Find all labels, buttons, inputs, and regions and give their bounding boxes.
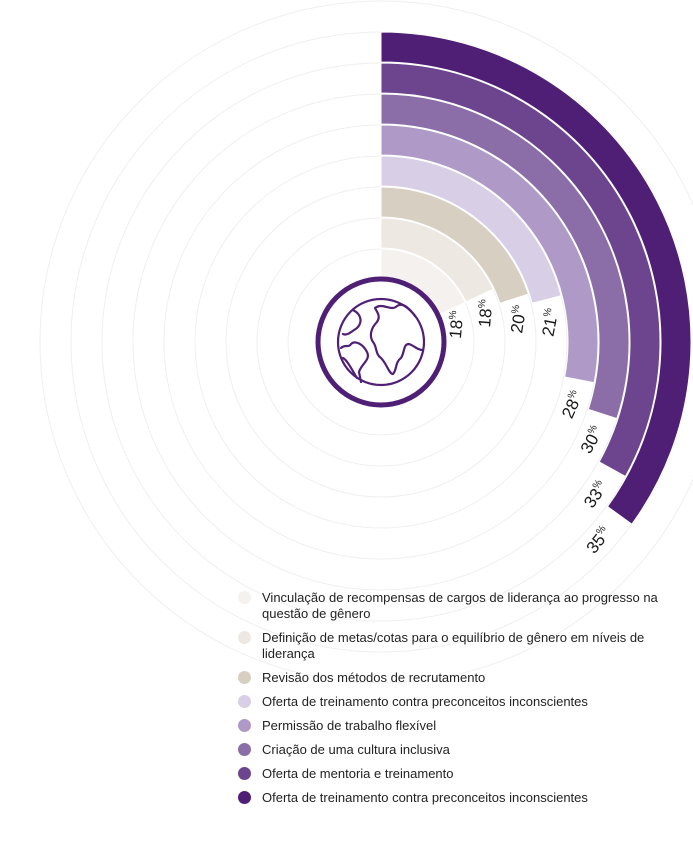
legend-swatch: [238, 743, 251, 756]
legend-item: Oferta de treinamento contra preconceito…: [238, 694, 678, 710]
globe-icon: [315, 276, 447, 408]
value-label: 28%: [558, 388, 588, 422]
legend-item: Vinculação de recompensas de cargos de l…: [238, 590, 678, 622]
legend-swatch: [238, 791, 251, 804]
legend-label: Oferta de treinamento contra preconceito…: [262, 694, 588, 709]
legend-label: Definição de metas/cotas para o equilíbr…: [262, 630, 645, 661]
legend-swatch: [238, 671, 251, 684]
bar-6: [380, 93, 630, 420]
legend-label: Oferta de mentoria e treinamento: [262, 766, 454, 781]
legend-item: Revisão dos métodos de recrutamento: [238, 670, 678, 686]
bar-2: [380, 217, 494, 303]
legend-swatch: [238, 631, 251, 644]
legend-label: Revisão dos métodos de recrutamento: [262, 670, 486, 685]
bar-7: [380, 62, 661, 478]
legend-item: Permissão de trabalho flexível: [238, 718, 678, 734]
grid-circle: [39, 0, 693, 684]
bar-8: [380, 31, 692, 525]
bar-5: [380, 124, 599, 384]
legend-label: Criação de uma cultura inclusiva: [262, 742, 450, 757]
legend-item: Criação de uma cultura inclusiva: [238, 742, 678, 758]
legend-item: Definição de metas/cotas para o equilíbr…: [238, 630, 678, 662]
legend-label: Oferta de treinamento contra preconceito…: [262, 790, 588, 805]
legend-item: Oferta de mentoria e treinamento: [238, 766, 678, 782]
legend-swatch: [238, 719, 251, 732]
value-label: 20%: [507, 304, 531, 335]
legend-label: Vinculação de recompensas de cargos de l…: [262, 590, 658, 621]
value-label: 35%: [582, 523, 615, 557]
legend-swatch: [238, 591, 251, 604]
legend-swatch: [238, 767, 251, 780]
legend: Vinculação de recompensas de cargos de l…: [238, 590, 678, 814]
legend-item: Oferta de treinamento contra preconceito…: [238, 790, 678, 806]
legend-label: Permissão de trabalho flexível: [262, 718, 437, 733]
legend-swatch: [238, 695, 251, 708]
bars: [380, 31, 692, 525]
value-label: 21%: [538, 307, 563, 338]
value-label: 30%: [577, 423, 608, 457]
value-label: 18%: [446, 310, 468, 340]
bar-3: [380, 186, 530, 305]
bar-4: [380, 155, 562, 304]
value-label: 18%: [475, 299, 497, 329]
